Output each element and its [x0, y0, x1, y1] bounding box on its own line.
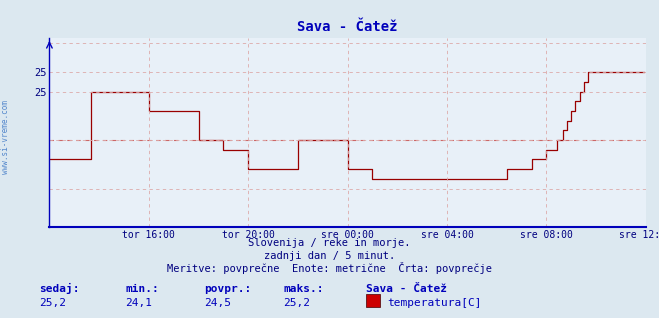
Text: povpr.:: povpr.:	[204, 284, 252, 294]
Text: Slovenija / reke in morje.: Slovenija / reke in morje.	[248, 238, 411, 248]
Text: sedaj:: sedaj:	[40, 283, 80, 294]
Text: Sava - Čatež: Sava - Čatež	[366, 284, 447, 294]
Text: temperatura[C]: temperatura[C]	[387, 298, 481, 308]
Text: Meritve: povprečne  Enote: metrične  Črta: povprečje: Meritve: povprečne Enote: metrične Črta:…	[167, 262, 492, 274]
Text: 24,1: 24,1	[125, 298, 152, 308]
Text: zadnji dan / 5 minut.: zadnji dan / 5 minut.	[264, 251, 395, 261]
Text: min.:: min.:	[125, 284, 159, 294]
Text: 25,2: 25,2	[40, 298, 67, 308]
Text: 25,2: 25,2	[283, 298, 310, 308]
Title: Sava - Čatež: Sava - Čatež	[297, 20, 398, 34]
Text: www.si-vreme.com: www.si-vreme.com	[1, 100, 10, 174]
Text: 24,5: 24,5	[204, 298, 231, 308]
Text: maks.:: maks.:	[283, 284, 324, 294]
